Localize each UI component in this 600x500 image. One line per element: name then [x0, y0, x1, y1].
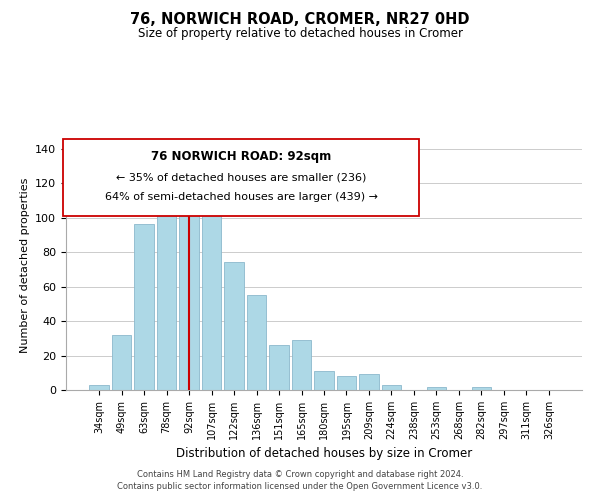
Bar [472, 386, 491, 390]
Bar [247, 295, 266, 390]
Bar [179, 195, 199, 390]
Text: 64% of semi-detached houses are larger (439) →: 64% of semi-detached houses are larger (… [105, 192, 378, 202]
Text: 76, NORWICH ROAD, CROMER, NR27 0HD: 76, NORWICH ROAD, CROMER, NR27 0HD [130, 12, 470, 28]
X-axis label: Distribution of detached houses by size in Cromer: Distribution of detached houses by size … [176, 448, 472, 460]
Bar [134, 224, 154, 390]
Y-axis label: Number of detached properties: Number of detached properties [20, 178, 29, 352]
Bar [427, 386, 446, 390]
Bar [382, 385, 401, 390]
Bar [89, 385, 109, 390]
Text: 76 NORWICH ROAD: 92sqm: 76 NORWICH ROAD: 92sqm [151, 150, 332, 163]
Text: Contains public sector information licensed under the Open Government Licence v3: Contains public sector information licen… [118, 482, 482, 491]
FancyBboxPatch shape [64, 139, 419, 216]
Bar [224, 262, 244, 390]
Bar [112, 335, 131, 390]
Text: Size of property relative to detached houses in Cromer: Size of property relative to detached ho… [137, 28, 463, 40]
Bar [314, 371, 334, 390]
Bar [269, 345, 289, 390]
Text: ← 35% of detached houses are smaller (236): ← 35% of detached houses are smaller (23… [116, 172, 367, 182]
Bar [359, 374, 379, 390]
Bar [292, 340, 311, 390]
Bar [157, 195, 176, 390]
Text: Contains HM Land Registry data © Crown copyright and database right 2024.: Contains HM Land Registry data © Crown c… [137, 470, 463, 479]
Bar [337, 376, 356, 390]
Bar [202, 202, 221, 390]
